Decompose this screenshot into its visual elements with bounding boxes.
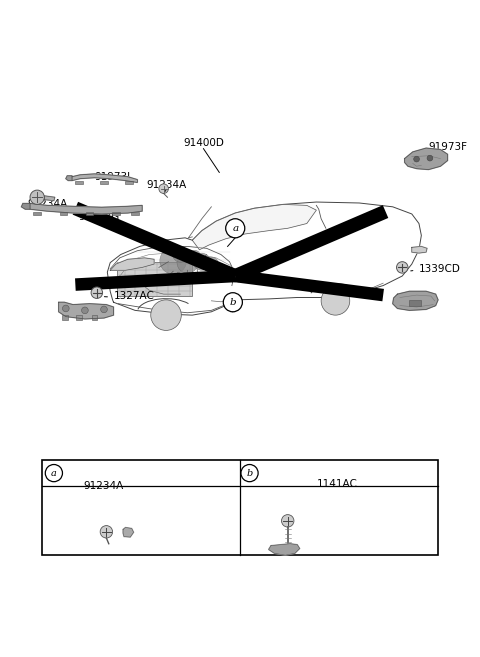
Circle shape [427, 155, 433, 161]
Circle shape [193, 253, 210, 270]
Text: b: b [229, 298, 236, 307]
Bar [125, 181, 133, 184]
Circle shape [281, 514, 294, 527]
Bar [34, 212, 41, 215]
Polygon shape [22, 204, 30, 209]
Bar [75, 181, 83, 184]
Circle shape [241, 464, 258, 482]
Circle shape [223, 293, 242, 312]
Circle shape [91, 287, 103, 298]
Text: 91400D: 91400D [184, 139, 225, 148]
Text: 91973E: 91973E [397, 299, 436, 309]
Polygon shape [44, 196, 55, 200]
Polygon shape [108, 202, 421, 315]
Bar [60, 212, 67, 215]
Text: 91973F: 91973F [429, 142, 468, 152]
Polygon shape [393, 291, 438, 310]
Polygon shape [30, 204, 142, 214]
Polygon shape [110, 258, 154, 270]
Bar [42, 460, 438, 555]
Circle shape [226, 219, 245, 238]
Circle shape [160, 248, 187, 274]
Circle shape [101, 306, 108, 313]
Circle shape [173, 247, 188, 262]
Circle shape [321, 286, 350, 315]
Polygon shape [59, 302, 114, 319]
Bar [92, 315, 97, 320]
Polygon shape [412, 246, 427, 253]
Polygon shape [123, 528, 133, 537]
Circle shape [62, 305, 69, 312]
Circle shape [30, 190, 44, 204]
Text: a: a [232, 224, 238, 233]
Bar [112, 212, 120, 215]
Polygon shape [405, 148, 447, 170]
Polygon shape [72, 174, 137, 183]
Text: 91973G: 91973G [79, 212, 120, 222]
Text: 91234A: 91234A [84, 481, 124, 491]
Text: 1141AC: 1141AC [316, 478, 357, 489]
Text: 1339CD: 1339CD [419, 264, 461, 274]
Bar [76, 315, 82, 320]
Bar [86, 212, 94, 215]
Bar [100, 181, 108, 184]
Polygon shape [66, 176, 72, 181]
Circle shape [100, 526, 113, 538]
Circle shape [159, 184, 168, 193]
Text: 91234A: 91234A [146, 180, 186, 191]
Text: 91234A: 91234A [28, 200, 68, 210]
Circle shape [177, 252, 198, 273]
Bar [117, 261, 192, 296]
Circle shape [414, 156, 420, 162]
Text: a: a [51, 468, 57, 478]
Circle shape [82, 307, 88, 313]
Circle shape [45, 464, 62, 482]
Text: 1327AC: 1327AC [114, 291, 155, 301]
Polygon shape [192, 204, 316, 250]
Text: 91973L: 91973L [94, 171, 133, 182]
Text: b: b [246, 468, 252, 478]
Polygon shape [269, 544, 300, 555]
Circle shape [189, 250, 200, 261]
Circle shape [396, 261, 408, 273]
Circle shape [151, 300, 181, 330]
Bar [131, 212, 139, 215]
Bar [409, 300, 421, 306]
Circle shape [204, 257, 218, 271]
Bar [62, 315, 68, 320]
